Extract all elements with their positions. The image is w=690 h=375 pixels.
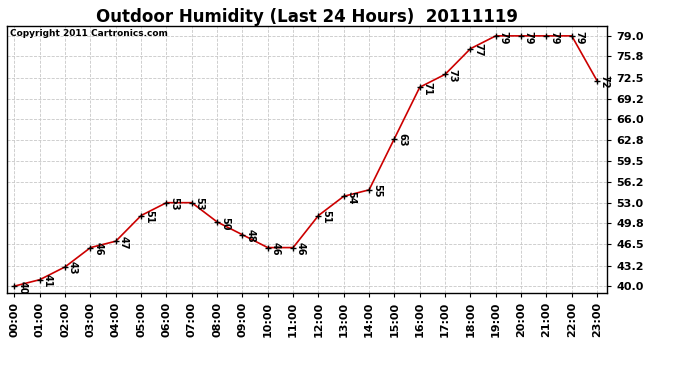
- Text: 41: 41: [43, 274, 52, 288]
- Text: 55: 55: [372, 184, 382, 198]
- Text: 54: 54: [346, 191, 357, 204]
- Text: 73: 73: [448, 69, 458, 82]
- Text: 77: 77: [473, 44, 483, 57]
- Text: 50: 50: [220, 217, 230, 230]
- Text: 79: 79: [499, 30, 509, 44]
- Text: 53: 53: [169, 197, 179, 211]
- Text: 79: 79: [549, 30, 559, 44]
- Text: 53: 53: [195, 197, 204, 211]
- Text: 46: 46: [93, 242, 104, 256]
- Text: 51: 51: [144, 210, 154, 224]
- Title: Outdoor Humidity (Last 24 Hours)  20111119: Outdoor Humidity (Last 24 Hours) 2011111…: [96, 8, 518, 26]
- Text: 63: 63: [397, 133, 407, 147]
- Text: 71: 71: [422, 82, 433, 95]
- Text: 48: 48: [245, 230, 255, 243]
- Text: 46: 46: [296, 242, 306, 256]
- Text: 72: 72: [600, 75, 610, 89]
- Text: 79: 79: [524, 30, 534, 44]
- Text: 47: 47: [119, 236, 128, 249]
- Text: 40: 40: [17, 281, 28, 294]
- Text: 51: 51: [322, 210, 331, 224]
- Text: 46: 46: [270, 242, 281, 256]
- Text: 79: 79: [575, 30, 584, 44]
- Text: 43: 43: [68, 261, 78, 275]
- Text: Copyright 2011 Cartronics.com: Copyright 2011 Cartronics.com: [10, 29, 168, 38]
